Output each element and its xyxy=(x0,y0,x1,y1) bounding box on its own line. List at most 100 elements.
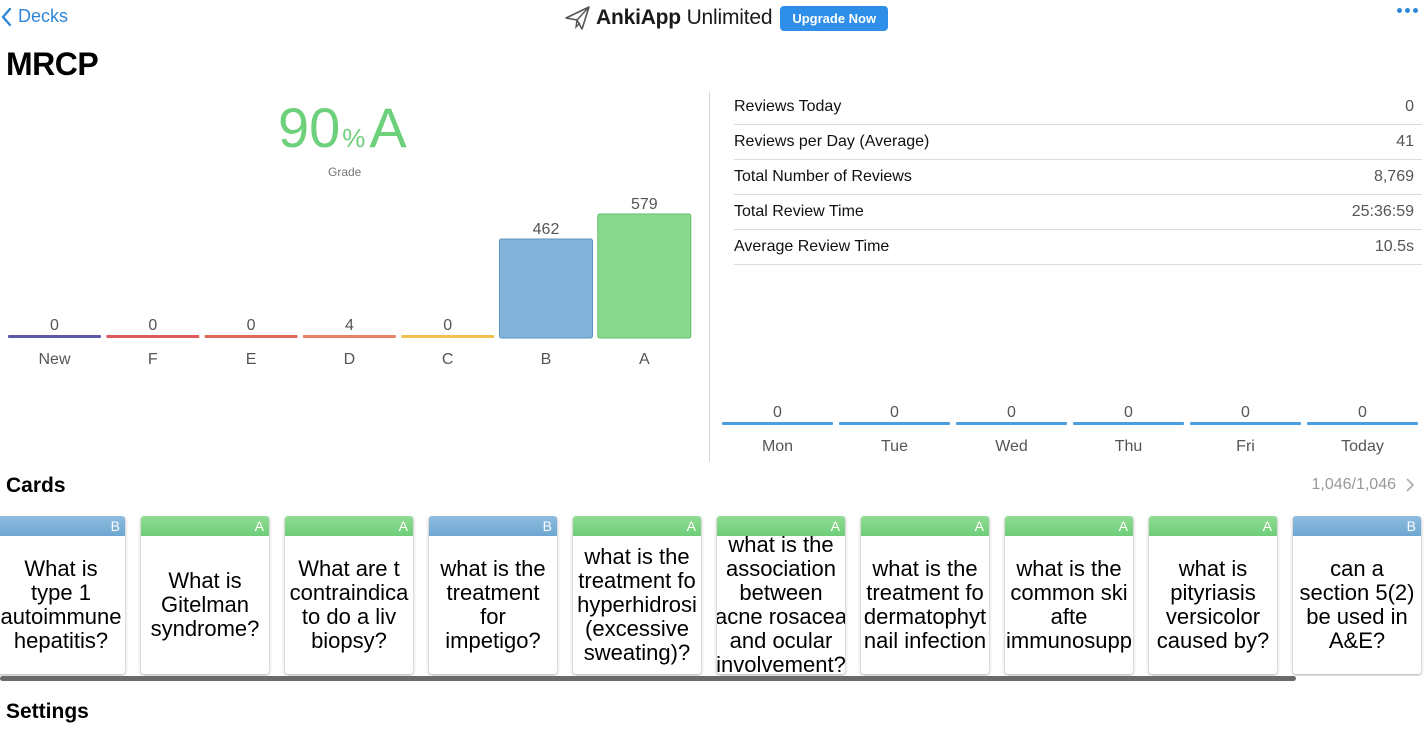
bar-a xyxy=(597,213,692,339)
stat-value: 25:36:59 xyxy=(1351,203,1414,220)
grade-distribution-chart: 0 New 0 F 0 E 4 D 0 C 462 B 579 A xyxy=(8,196,692,368)
top-bar: Decks AnkiApp Unlimited Upgrade Now xyxy=(0,0,1424,36)
category-label: Tue xyxy=(881,438,908,455)
grade-percent-sign: % xyxy=(342,123,366,153)
bar-today xyxy=(1307,422,1418,425)
card-question: what is the treatment fo dermatophyt nai… xyxy=(863,556,987,653)
card-question: what is the association between acne ros… xyxy=(717,536,845,674)
review-stats-table: Reviews Today 0 Reviews per Day (Average)… xyxy=(734,90,1422,265)
category-label: C xyxy=(442,351,454,368)
card-grade-badge: A xyxy=(861,516,989,536)
category-label: D xyxy=(344,351,356,368)
stat-row: Total Number of Reviews 8,769 xyxy=(734,160,1422,195)
stat-value: 0 xyxy=(1405,98,1414,115)
grade-display: 90 % A xyxy=(278,100,407,156)
chevron-right-icon xyxy=(1406,478,1414,492)
cards-section-title: Cards xyxy=(6,474,66,497)
stat-label: Total Number of Reviews xyxy=(734,168,912,185)
bar-value-label: 0 xyxy=(773,404,782,421)
stat-value: 41 xyxy=(1396,133,1414,150)
bar-value-label: 0 xyxy=(1241,404,1250,421)
stat-label: Reviews Today xyxy=(734,98,842,115)
grade-label: Grade xyxy=(328,165,362,179)
card-question: what is the treatment fo hyperhidrosi (e… xyxy=(577,544,697,665)
bar-value-label: 579 xyxy=(631,196,658,213)
category-label: Fri xyxy=(1236,438,1255,455)
card-grade-badge: A xyxy=(1005,516,1133,536)
bar-value-label: 4 xyxy=(345,317,354,334)
settings-section-title: Settings xyxy=(6,700,89,723)
card-grade-badge: A xyxy=(717,516,845,536)
cards-count-link[interactable]: 1,046/1,046 xyxy=(1311,476,1414,494)
card-question: what is the common ski afte immunosupp xyxy=(1006,556,1132,653)
daily-reviews-chart: 0 Mon 0 Tue 0 Wed 0 Thu 0 Fri 0 Today xyxy=(722,404,1418,455)
dot-icon xyxy=(1397,8,1402,13)
bar-value-label: 0 xyxy=(1124,404,1133,421)
grade-letter: A xyxy=(369,96,407,159)
bar-value-label: 0 xyxy=(1358,404,1367,421)
bar-e xyxy=(204,335,298,338)
card-grade-badge: B xyxy=(429,516,557,536)
stat-row: Average Review Time 10.5s xyxy=(734,230,1422,265)
card-grade-badge: B xyxy=(1293,516,1421,536)
bar-f xyxy=(106,335,200,338)
category-label: A xyxy=(639,351,650,368)
card-question: What is type 1 autoimmune hepatitis? xyxy=(0,556,122,653)
dot-icon xyxy=(1405,8,1410,13)
category-label: Thu xyxy=(1115,438,1143,455)
card-question: can a section 5(2) be used in A&E? xyxy=(1299,556,1415,653)
bar-wed xyxy=(956,422,1067,425)
bar-value-label: 0 xyxy=(148,317,157,334)
card-grade-badge: A xyxy=(573,516,701,536)
horizontal-scrollbar[interactable] xyxy=(0,676,1296,681)
brand: AnkiApp Unlimited Upgrade Now xyxy=(564,4,889,32)
upgrade-now-button[interactable]: Upgrade Now xyxy=(780,5,889,31)
stat-row: Total Review Time 25:36:59 xyxy=(734,195,1422,230)
category-label: F xyxy=(148,351,158,368)
category-label: Mon xyxy=(762,438,793,455)
stat-row: Reviews per Day (Average) 41 xyxy=(734,125,1422,160)
back-label: Decks xyxy=(18,6,69,26)
stat-label: Average Review Time xyxy=(734,238,890,255)
paper-plane-icon xyxy=(565,6,590,30)
card-question: what is pityriasis versicolor caused by? xyxy=(1156,556,1270,653)
card-grade-badge: A xyxy=(285,516,413,536)
stat-label: Reviews per Day (Average) xyxy=(734,133,930,150)
bar-value-label: 0 xyxy=(247,317,256,334)
bar-tue xyxy=(839,422,950,425)
bar-value-label: 0 xyxy=(443,317,452,334)
cards-count: 1,046/1,046 xyxy=(1311,476,1396,493)
bar-value-label: 0 xyxy=(1007,404,1016,421)
bar-c xyxy=(401,335,495,338)
card[interactable]: A What are t contraindica to do a liv bio… xyxy=(285,516,413,674)
bar-mon xyxy=(722,422,833,425)
card-grade-badge: B xyxy=(0,516,125,536)
chevron-left-icon xyxy=(1,7,12,26)
card-grade-badge: A xyxy=(1149,516,1277,536)
bar-b xyxy=(499,238,593,339)
bar-value-label: 462 xyxy=(533,221,560,238)
card-question: What are t contraindica to do a liv biop… xyxy=(289,556,409,653)
card-question: what is the treatment for impetigo? xyxy=(440,556,546,653)
back-button[interactable]: Decks xyxy=(0,6,68,27)
bar-fri xyxy=(1190,422,1301,425)
bar-value-label: 0 xyxy=(50,317,59,334)
bar-new xyxy=(8,335,101,338)
stat-value: 8,769 xyxy=(1373,168,1414,185)
deck-title: MRCP xyxy=(6,46,99,82)
more-options-button[interactable] xyxy=(1397,8,1418,13)
bar-thu xyxy=(1073,422,1184,425)
category-label: E xyxy=(246,351,257,368)
card[interactable]: A What is Gitelman syndrome? xyxy=(141,516,269,674)
bar-value-label: 0 xyxy=(890,404,899,421)
card[interactable]: B What is type 1 autoimmune hepatitis? xyxy=(0,516,125,674)
stat-label: Total Review Time xyxy=(734,203,864,220)
